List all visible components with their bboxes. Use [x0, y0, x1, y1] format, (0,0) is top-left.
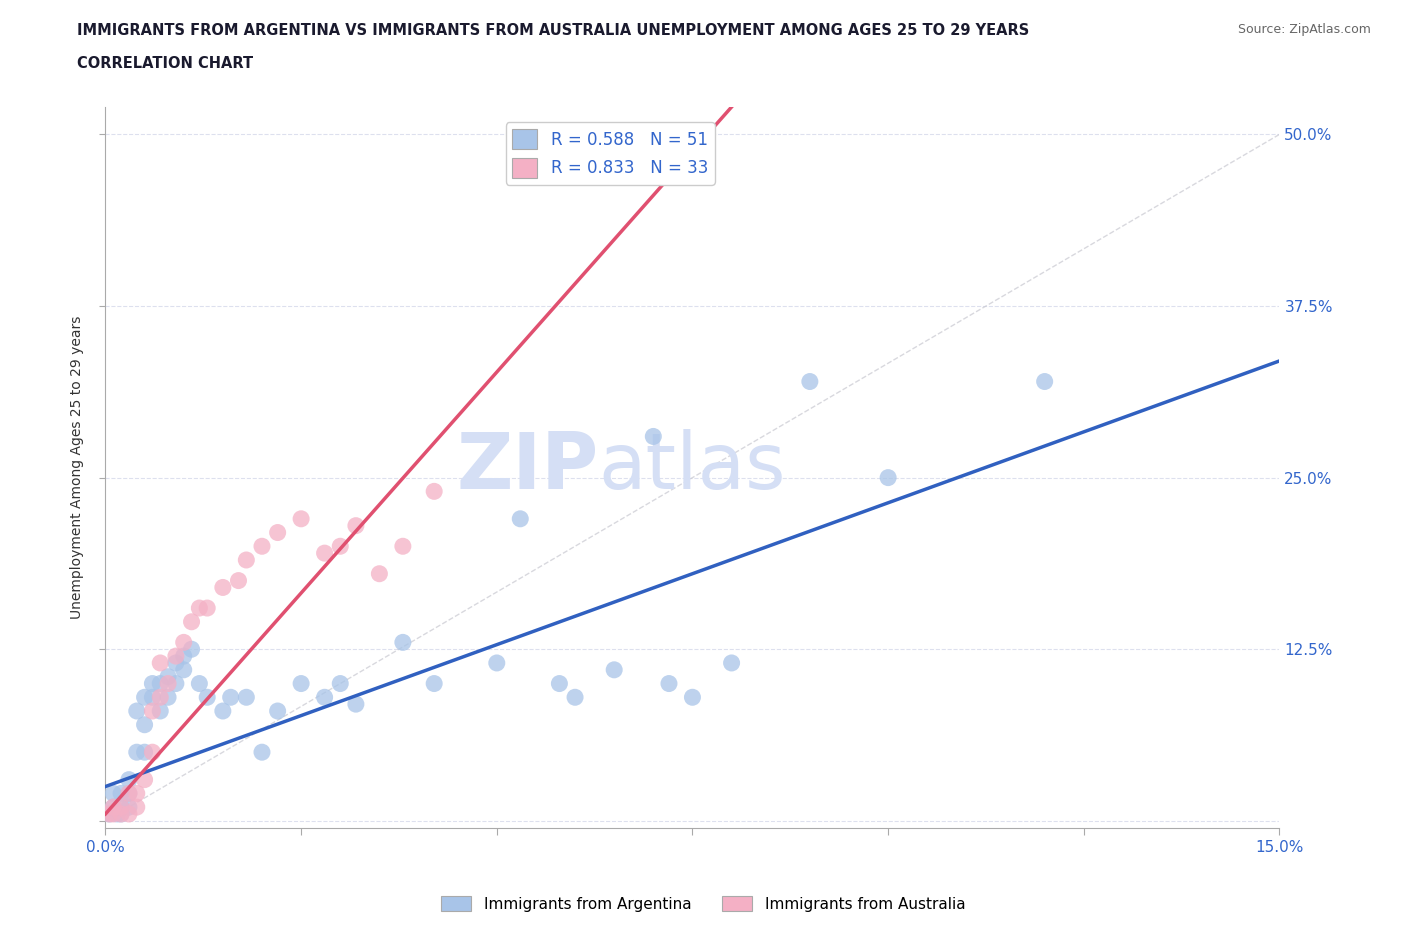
Point — [149, 676, 172, 691]
Point — [141, 676, 163, 691]
Point — [103, 786, 125, 801]
Text: IMMIGRANTS FROM ARGENTINA VS IMMIGRANTS FROM AUSTRALIA UNEMPLOYMENT AMONG AGES 2: IMMIGRANTS FROM ARGENTINA VS IMMIGRANTS … — [77, 23, 1029, 38]
Point — [118, 800, 141, 815]
Point — [98, 806, 121, 821]
Point — [423, 676, 446, 691]
Point — [134, 690, 156, 705]
Point — [188, 601, 211, 616]
Point — [125, 800, 148, 815]
Point — [173, 635, 195, 650]
Point — [235, 552, 257, 567]
Legend: R = 0.588   N = 51, R = 0.833   N = 33: R = 0.588 N = 51, R = 0.833 N = 33 — [506, 123, 714, 185]
Point — [368, 566, 391, 581]
Point — [314, 546, 336, 561]
Point — [219, 690, 242, 705]
Point — [266, 704, 288, 719]
Point — [141, 704, 163, 719]
Point — [118, 772, 141, 787]
Point — [180, 615, 202, 630]
Point — [603, 662, 626, 677]
Point — [110, 800, 132, 815]
Point — [188, 676, 211, 691]
Point — [118, 806, 141, 821]
Point — [290, 676, 312, 691]
Point — [548, 676, 571, 691]
Point — [149, 690, 172, 705]
Point — [681, 690, 703, 705]
Point — [173, 662, 195, 677]
Point — [564, 690, 586, 705]
Point — [290, 512, 312, 526]
Point — [118, 786, 141, 801]
Point — [228, 573, 250, 588]
Point — [180, 642, 202, 657]
Point — [149, 656, 172, 671]
Point — [329, 676, 352, 691]
Point — [250, 538, 273, 553]
Legend: Immigrants from Argentina, Immigrants from Australia: Immigrants from Argentina, Immigrants fr… — [434, 889, 972, 918]
Point — [141, 745, 163, 760]
Point — [266, 525, 288, 540]
Point — [149, 704, 172, 719]
Point — [211, 580, 233, 595]
Point — [799, 374, 821, 389]
Point — [105, 806, 128, 821]
Point — [392, 635, 415, 650]
Point — [720, 656, 742, 671]
Point — [157, 670, 180, 684]
Point — [134, 717, 156, 732]
Point — [658, 676, 681, 691]
Y-axis label: Unemployment Among Ages 25 to 29 years: Unemployment Among Ages 25 to 29 years — [70, 315, 84, 619]
Point — [110, 786, 132, 801]
Point — [314, 690, 336, 705]
Point — [110, 806, 132, 821]
Point — [1033, 374, 1056, 389]
Point — [344, 518, 367, 533]
Point — [141, 690, 163, 705]
Point — [125, 704, 148, 719]
Point — [103, 800, 125, 815]
Point — [195, 601, 218, 616]
Text: Source: ZipAtlas.com: Source: ZipAtlas.com — [1237, 23, 1371, 36]
Point — [98, 806, 121, 821]
Point — [509, 512, 531, 526]
Point — [195, 690, 218, 705]
Text: ZIP: ZIP — [457, 430, 599, 505]
Text: CORRELATION CHART: CORRELATION CHART — [77, 56, 253, 71]
Point — [125, 745, 148, 760]
Point — [134, 772, 156, 787]
Point — [485, 656, 508, 671]
Point — [250, 745, 273, 760]
Point — [423, 484, 446, 498]
Point — [165, 656, 187, 671]
Text: atlas: atlas — [599, 430, 786, 505]
Point — [643, 429, 665, 444]
Point — [235, 690, 257, 705]
Point — [157, 676, 180, 691]
Point — [157, 690, 180, 705]
Point — [344, 697, 367, 711]
Point — [643, 168, 665, 183]
Point — [110, 806, 132, 821]
Point — [329, 538, 352, 553]
Point — [165, 676, 187, 691]
Point — [134, 745, 156, 760]
Point — [103, 806, 125, 821]
Point — [211, 704, 233, 719]
Point — [392, 538, 415, 553]
Point — [125, 786, 148, 801]
Point — [173, 648, 195, 663]
Point — [165, 648, 187, 663]
Point — [118, 786, 141, 801]
Point — [877, 471, 900, 485]
Point — [103, 800, 125, 815]
Point — [110, 800, 132, 815]
